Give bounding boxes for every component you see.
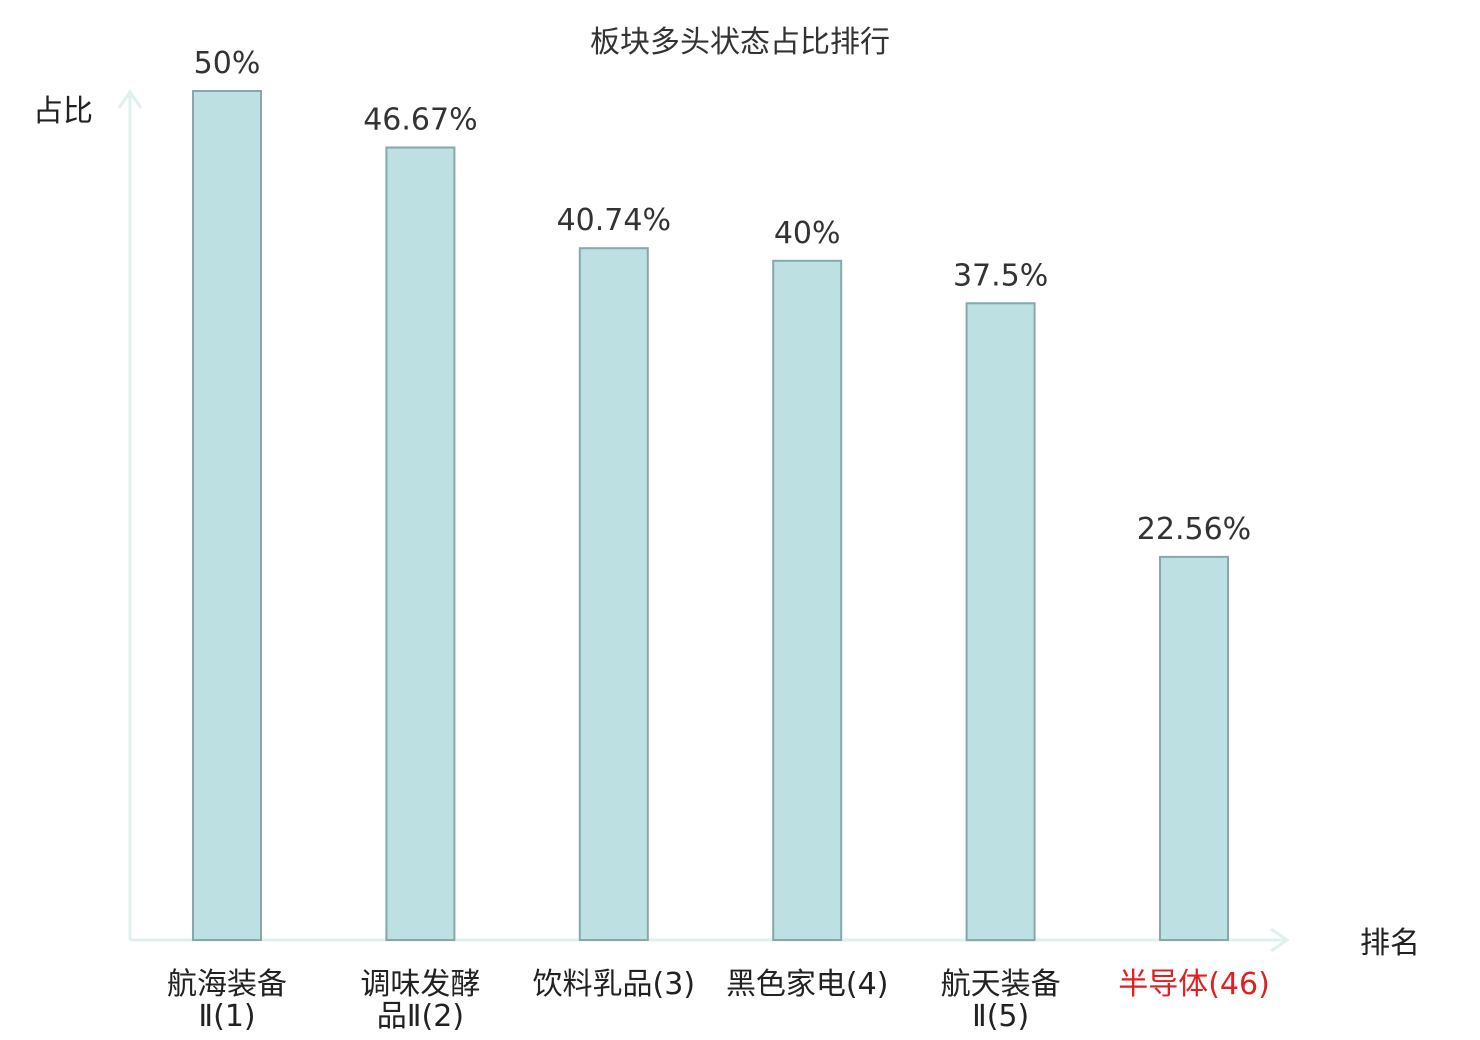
bar-value-label-6: 22.56%: [1137, 512, 1251, 547]
bar-value-label-3: 40.74%: [557, 203, 671, 238]
chart-title: 板块多头状态占比排行: [590, 25, 890, 60]
axes: [117, 89, 1290, 953]
x-axis-label: 排名: [1360, 926, 1420, 961]
category-labels-group: 航海装备 Ⅱ(1) 调味发酵品Ⅱ(2) 饮料乳品(3) 黑色家电(4) 航天装备 Ⅱ(5) 半…: [167, 967, 1270, 1034]
category-label-line: 半导体(46): [1118, 967, 1270, 1002]
category-label-1: 航海装备 Ⅱ(1): [167, 967, 287, 1034]
category-label-line: 调味发酵: [360, 967, 480, 1002]
category-label-6: 半导体(46): [1118, 967, 1270, 1002]
category-label-3: 饮料乳品(3): [533, 967, 696, 1002]
bar-5: [965, 302, 1036, 942]
bars-group: [192, 90, 1229, 942]
category-label-line: 品Ⅱ(2): [377, 999, 464, 1034]
bar-4: [772, 259, 843, 941]
bar-value-label-1: 50%: [194, 46, 261, 81]
bar-value-label-5: 37.5%: [953, 258, 1048, 293]
x-axis-arrow-icon: [1270, 927, 1290, 953]
bar-3: [578, 247, 649, 941]
category-label-line: 黑色家电(4): [726, 967, 889, 1002]
bar-2: [385, 146, 456, 941]
category-label-line: 饮料乳品(3): [533, 967, 696, 1002]
category-label-line: 航天装备: [941, 967, 1061, 1002]
y-axis-arrow-icon: [117, 89, 143, 109]
bar-value-label-4: 40%: [774, 216, 841, 251]
category-label-5: 航天装备 Ⅱ(5): [941, 967, 1061, 1034]
category-label-2: 调味发酵品Ⅱ(2): [360, 967, 480, 1034]
category-label-line: 航海装备: [167, 967, 287, 1002]
category-label-line: Ⅱ(1): [198, 999, 255, 1034]
category-label-line: Ⅱ(5): [972, 999, 1029, 1034]
y-axis-label: 占比: [33, 94, 93, 129]
category-label-4: 黑色家电(4): [726, 967, 889, 1002]
bar-value-label-2: 46.67%: [363, 103, 477, 138]
bar-1: [192, 90, 262, 941]
bar-6: [1159, 555, 1229, 942]
value-labels-group: 50% 46.67% 40.74% 40% 37.5% 22.56%: [194, 46, 1252, 547]
